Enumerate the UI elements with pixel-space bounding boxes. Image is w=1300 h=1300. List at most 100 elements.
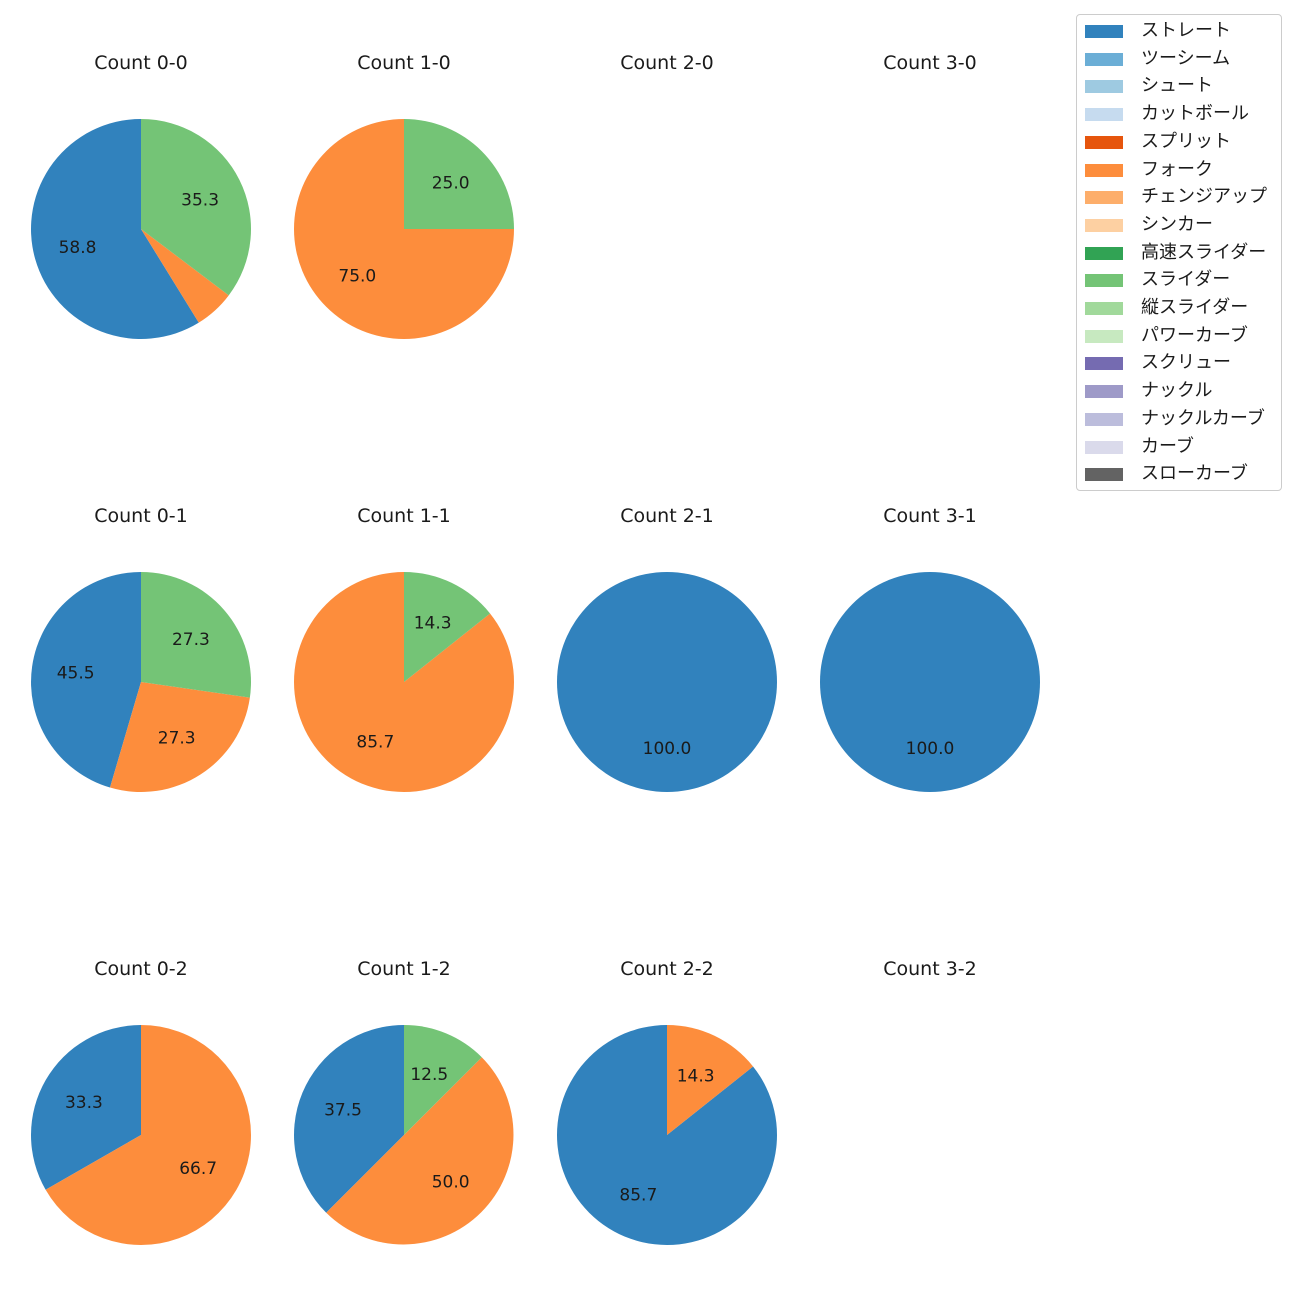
- slice-data-label: 37.5: [324, 1101, 362, 1121]
- legend-swatch: [1085, 191, 1123, 205]
- pie-slice: [45, 1025, 251, 1245]
- pie-slice: [110, 682, 250, 792]
- pie-slice: [404, 119, 514, 229]
- legend-swatch: [1085, 274, 1123, 288]
- pie-slice: [404, 1025, 482, 1135]
- legend-label: ストレート: [1141, 20, 1231, 41]
- legend: ストレート ツーシーム シュート カットボール スプリット フォーク チェンジアップ シンカー…: [1076, 14, 1282, 491]
- legend-label: ツーシーム: [1141, 47, 1231, 69]
- legend-item: カットボール: [1077, 100, 1281, 128]
- slice-data-label: 25.0: [432, 173, 470, 193]
- legend-swatch: [1085, 218, 1123, 232]
- subplot-title: Count 0-2: [94, 958, 188, 980]
- slice-data-label: 35.3: [181, 191, 219, 211]
- legend-swatch: [1085, 412, 1123, 426]
- legend-swatch: [1085, 108, 1123, 122]
- slice-data-label: 14.3: [414, 614, 452, 634]
- pie-slice: [404, 572, 491, 682]
- legend-label: パワーカーブ: [1141, 324, 1248, 346]
- slice-data-label: 45.5: [57, 664, 95, 684]
- pie-subplot: Count 2-0: [620, 52, 714, 74]
- legend-swatch: [1085, 385, 1123, 399]
- legend-item: スクリュー: [1077, 349, 1281, 377]
- slice-data-label: 85.7: [356, 732, 394, 752]
- pie-subplot: Count 0-0 58.8 35.3: [31, 52, 252, 339]
- pie-slice: [293, 572, 514, 792]
- legend-label: スローカーブ: [1141, 463, 1248, 485]
- legend-item: スプリット: [1077, 128, 1281, 156]
- pie-slice: [326, 1057, 514, 1245]
- legend-label: カーブ: [1141, 435, 1194, 457]
- pie-slice: [556, 1025, 777, 1246]
- slice-data-label: 75.0: [338, 267, 376, 287]
- slice-data-label: 27.3: [158, 729, 196, 749]
- legend-item: カーブ: [1077, 433, 1281, 461]
- legend-swatch: [1085, 80, 1123, 94]
- legend-label: スライダー: [1141, 269, 1231, 291]
- slice-data-label: 100.0: [906, 739, 955, 759]
- pie-subplot: Count 0-1 45.5 27.3 27.3: [31, 505, 251, 792]
- legend-item: ツーシーム: [1077, 45, 1281, 73]
- pie-subplot: Count 2-1 100.0: [557, 505, 777, 792]
- legend-item: ナックルカーブ: [1077, 405, 1281, 433]
- legend-item: ストレート: [1077, 17, 1281, 45]
- legend-item: パワーカーブ: [1077, 322, 1281, 350]
- pie-slice: [141, 119, 252, 296]
- legend-swatch: [1085, 329, 1123, 343]
- pie-slice: [294, 1025, 404, 1213]
- pie-slice: [30, 1025, 141, 1190]
- legend-label: シンカー: [1141, 213, 1213, 235]
- legend-label: スクリュー: [1141, 352, 1231, 374]
- legend-swatch: [1085, 246, 1123, 260]
- pie-subplot: Count 3-2: [883, 958, 977, 980]
- legend-item: スローカーブ: [1077, 460, 1281, 488]
- pie-slice: [31, 572, 142, 788]
- subplot-title: Count 1-2: [357, 958, 451, 980]
- legend-label: フォーク: [1141, 158, 1213, 180]
- subplot-title: Count 2-2: [620, 958, 714, 980]
- slice-data-label: 33.3: [65, 1093, 103, 1113]
- legend-swatch: [1085, 357, 1123, 371]
- subplot-title: Count 3-2: [883, 958, 977, 980]
- subplot-title: Count 0-0: [94, 52, 188, 74]
- slice-data-label: 85.7: [619, 1185, 657, 1205]
- legend-label: 縦スライダー: [1141, 297, 1249, 318]
- pie-slice: [31, 119, 199, 339]
- legend-item: 縦スライダー: [1077, 294, 1281, 322]
- legend-swatch: [1085, 440, 1123, 454]
- pie-slice: [820, 572, 1040, 792]
- legend-label: ナックル: [1141, 380, 1213, 402]
- slice-data-label: 66.7: [179, 1159, 217, 1179]
- slice-data-label: 12.5: [410, 1065, 448, 1085]
- legend-label: カットボール: [1141, 103, 1249, 125]
- legend-item: 高速スライダー: [1077, 239, 1281, 267]
- slice-data-label: 100.0: [643, 739, 692, 759]
- subplot-title: Count 0-1: [94, 505, 188, 527]
- legend-swatch: [1085, 52, 1123, 66]
- legend-swatch: [1085, 25, 1123, 38]
- pie-subplot: Count 2-2 85.7 14.3: [556, 958, 777, 1246]
- pie-subplot: Count 3-0: [883, 52, 977, 74]
- pie-slice: [141, 229, 229, 323]
- subplot-title: Count 2-0: [620, 52, 714, 74]
- subplot-title: Count 2-1: [620, 505, 714, 527]
- pie-slice: [141, 572, 251, 698]
- slice-data-label: 14.3: [677, 1067, 715, 1087]
- legend-item: シンカー: [1077, 211, 1281, 239]
- subplot-title: Count 3-0: [883, 52, 977, 74]
- pie-subplot: Count 0-2 33.3 66.7: [30, 958, 251, 1245]
- pie-slice: [557, 572, 777, 792]
- pie-subplot: Count 1-0 75.0 25.0: [294, 52, 514, 339]
- legend-label: 高速スライダー: [1141, 241, 1267, 263]
- slice-data-label: 27.3: [172, 630, 210, 650]
- legend-item: チェンジアップ: [1077, 183, 1281, 211]
- subplot-title: Count 1-1: [357, 505, 451, 527]
- slice-data-label: 50.0: [432, 1173, 470, 1193]
- subplot-title: Count 3-1: [883, 505, 977, 527]
- legend-label: チェンジアップ: [1141, 186, 1267, 208]
- legend-item: スライダー: [1077, 266, 1281, 294]
- legend-label: スプリット: [1141, 130, 1231, 152]
- legend-swatch: [1085, 135, 1123, 149]
- legend-item: フォーク: [1077, 156, 1281, 184]
